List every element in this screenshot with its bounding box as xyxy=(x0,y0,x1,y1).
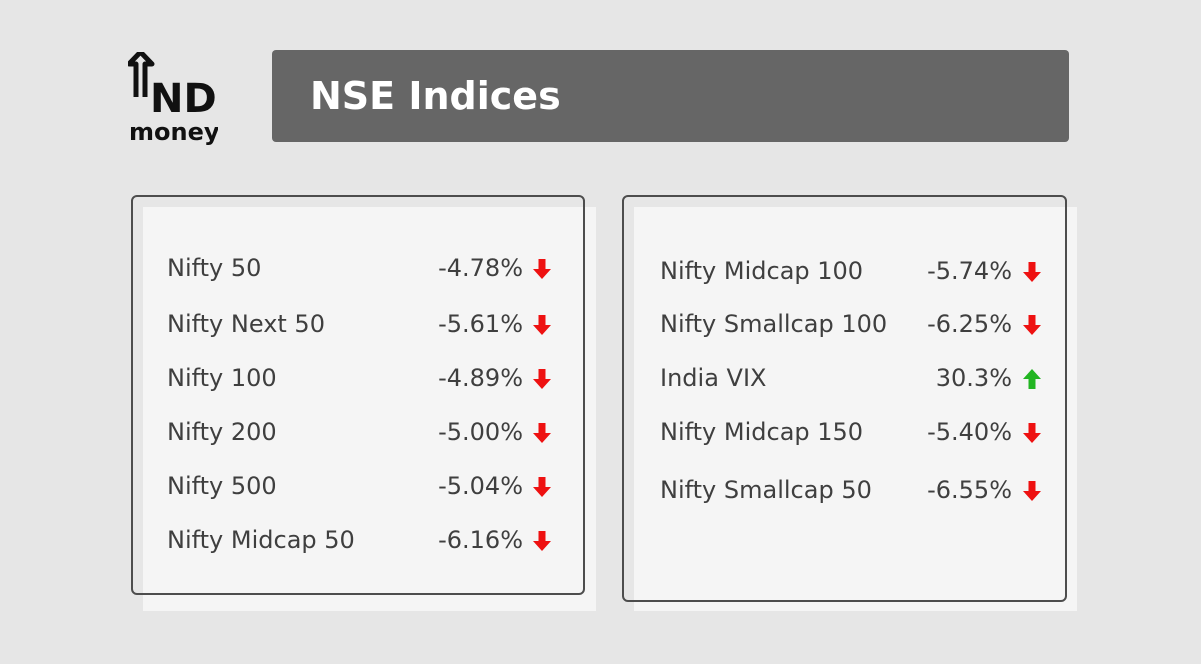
arrow-up-icon xyxy=(1022,368,1042,390)
arrow-down-icon xyxy=(532,314,552,336)
page-title: NSE Indices xyxy=(310,74,561,118)
index-row: Nifty Smallcap 100 -6.25% xyxy=(660,304,1046,344)
index-row: Nifty 500 -5.04% xyxy=(167,466,557,506)
arrow-down-icon xyxy=(532,530,552,552)
index-name: Nifty Midcap 50 xyxy=(167,526,355,554)
left-index-card: Nifty 50 -4.78% Nifty Next 50 -5.61% Nifty 1… xyxy=(131,195,597,613)
index-row: Nifty Smallcap 50 -6.55% xyxy=(660,470,1046,510)
index-name: Nifty Smallcap 50 xyxy=(660,476,872,504)
index-name: Nifty 50 xyxy=(167,254,262,282)
indmoney-logo-mark: ND money xyxy=(128,52,218,146)
arrow-down-icon xyxy=(532,368,552,390)
arrow-down-icon xyxy=(532,422,552,444)
index-row: Nifty Midcap 150 -5.40% xyxy=(660,412,1046,452)
index-change: -5.74% xyxy=(927,257,1012,285)
index-change: -5.00% xyxy=(438,418,523,446)
index-row: Nifty 50 -4.78% xyxy=(167,248,557,288)
index-change: -6.25% xyxy=(927,310,1012,338)
index-name: Nifty 100 xyxy=(167,364,277,392)
index-change: -6.55% xyxy=(927,476,1012,504)
indmoney-logo: ND money xyxy=(128,52,218,147)
index-row: India VIX 30.3% xyxy=(660,358,1046,398)
index-name: Nifty Midcap 100 xyxy=(660,257,864,285)
svg-text:ND: ND xyxy=(150,76,217,122)
index-row: Nifty 200 -5.00% xyxy=(167,412,557,452)
index-change: -5.40% xyxy=(927,418,1012,446)
index-name: India VIX xyxy=(660,364,767,392)
index-name: Nifty 200 xyxy=(167,418,277,446)
index-change: -5.04% xyxy=(438,472,523,500)
title-bar: NSE Indices xyxy=(272,50,1069,142)
index-change: -4.78% xyxy=(438,254,523,282)
logo-sub-text: money xyxy=(129,118,218,146)
index-name: Nifty 500 xyxy=(167,472,277,500)
index-row: Nifty 100 -4.89% xyxy=(167,358,557,398)
arrow-down-icon xyxy=(1022,422,1042,444)
index-change: 30.3% xyxy=(935,364,1012,392)
index-row: Nifty Next 50 -5.61% xyxy=(167,304,557,344)
index-name: Nifty Midcap 150 xyxy=(660,418,864,446)
arrow-down-icon xyxy=(1022,314,1042,336)
index-change: -6.16% xyxy=(438,526,523,554)
index-row: Nifty Midcap 100 -5.74% xyxy=(660,251,1046,291)
index-name: Nifty Smallcap 100 xyxy=(660,310,888,338)
index-change: -5.61% xyxy=(438,310,523,338)
arrow-down-icon xyxy=(532,258,552,280)
index-change: -4.89% xyxy=(438,364,523,392)
arrow-down-icon xyxy=(532,476,552,498)
index-name: Nifty Next 50 xyxy=(167,310,325,338)
right-index-card: Nifty Midcap 100 -5.74% Nifty Smallcap 100… xyxy=(622,195,1078,613)
index-row: Nifty Midcap 50 -6.16% xyxy=(167,520,557,560)
arrow-down-icon xyxy=(1022,261,1042,283)
arrow-down-icon xyxy=(1022,480,1042,502)
